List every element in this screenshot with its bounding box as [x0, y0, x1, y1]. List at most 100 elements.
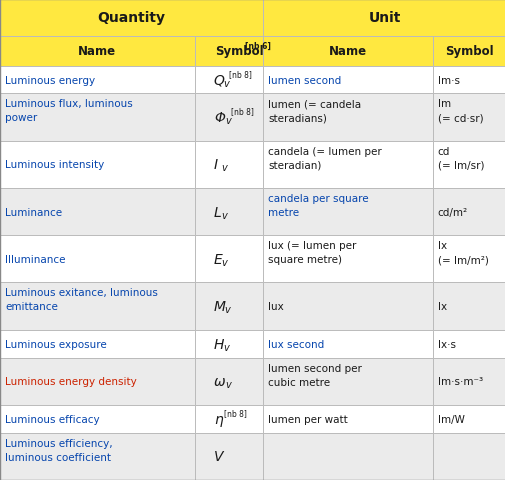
Text: H: H: [214, 337, 224, 351]
Bar: [432, 189, 505, 236]
Bar: [0, 142, 194, 189]
Text: v: v: [221, 210, 226, 220]
Text: Quantity: Quantity: [97, 11, 165, 25]
Bar: [194, 36, 263, 66]
Bar: [263, 433, 432, 480]
Bar: [263, 283, 432, 330]
Text: Unit: Unit: [368, 11, 400, 25]
Text: lm·s·m⁻³: lm·s·m⁻³: [437, 376, 482, 386]
Bar: [432, 433, 505, 480]
Text: lm: lm: [437, 99, 450, 109]
Text: η: η: [214, 412, 222, 426]
Text: lumen second: lumen second: [268, 75, 341, 85]
Text: I: I: [214, 158, 218, 172]
Bar: [263, 330, 432, 358]
Text: E: E: [214, 252, 222, 266]
Bar: [432, 236, 505, 283]
Text: Φ: Φ: [214, 111, 224, 125]
Bar: [194, 283, 263, 330]
Text: ω: ω: [214, 374, 225, 388]
Text: lumen (= candela: lumen (= candela: [268, 99, 361, 109]
Text: [nb 8]: [nb 8]: [224, 408, 246, 418]
Bar: [263, 189, 432, 236]
Bar: [0, 405, 194, 433]
Bar: [194, 66, 263, 94]
Text: lm/W: lm/W: [437, 414, 464, 424]
Text: Illuminance: Illuminance: [5, 254, 65, 264]
Text: Luminous energy density: Luminous energy density: [5, 376, 136, 386]
Text: lumen second per: lumen second per: [268, 363, 361, 373]
Text: Symbol: Symbol: [444, 45, 493, 58]
Text: lux (= lumen per: lux (= lumen per: [268, 240, 356, 251]
Text: L: L: [214, 205, 221, 219]
Text: [nb 6]: [nb 6]: [245, 42, 271, 51]
Text: metre: metre: [268, 207, 298, 217]
Bar: [432, 66, 505, 94]
Text: Luminous exposure: Luminous exposure: [5, 339, 107, 349]
Text: lux: lux: [268, 301, 283, 312]
Text: cubic metre: cubic metre: [268, 377, 330, 387]
Bar: [0, 66, 194, 94]
Text: (= cd·sr): (= cd·sr): [437, 113, 482, 123]
Text: lx·s: lx·s: [437, 339, 454, 349]
Bar: [194, 433, 263, 480]
Bar: [263, 66, 432, 94]
Bar: [0, 0, 263, 36]
Bar: [432, 358, 505, 405]
Bar: [194, 142, 263, 189]
Bar: [0, 189, 194, 236]
Bar: [432, 330, 505, 358]
Bar: [0, 358, 194, 405]
Bar: [0, 36, 194, 66]
Text: Luminous energy: Luminous energy: [5, 75, 95, 85]
Text: V: V: [214, 449, 223, 463]
Bar: [0, 330, 194, 358]
Text: steradian): steradian): [268, 160, 321, 170]
Text: Name: Name: [78, 45, 116, 58]
Text: Q: Q: [214, 73, 224, 87]
Bar: [432, 142, 505, 189]
Text: power: power: [5, 113, 37, 123]
Bar: [0, 94, 194, 142]
Text: steradians): steradians): [268, 113, 326, 123]
Text: Luminous flux, luminous: Luminous flux, luminous: [5, 99, 132, 109]
Bar: [0, 283, 194, 330]
Text: emittance: emittance: [5, 302, 58, 312]
Text: Luminous efficacy: Luminous efficacy: [5, 414, 99, 424]
Bar: [432, 283, 505, 330]
Text: cd: cd: [437, 146, 449, 156]
Bar: [263, 94, 432, 142]
Bar: [263, 405, 432, 433]
Bar: [194, 405, 263, 433]
Bar: [432, 36, 505, 66]
Text: cd/m²: cd/m²: [437, 207, 467, 217]
Bar: [0, 236, 194, 283]
Text: Symbol: Symbol: [215, 45, 264, 58]
Bar: [263, 358, 432, 405]
Bar: [194, 236, 263, 283]
Bar: [194, 94, 263, 142]
Bar: [432, 405, 505, 433]
Bar: [263, 142, 432, 189]
Bar: [0, 433, 194, 480]
Text: v: v: [221, 257, 226, 267]
Bar: [194, 189, 263, 236]
Text: (= lm/sr): (= lm/sr): [437, 160, 483, 170]
Text: Luminous intensity: Luminous intensity: [5, 160, 104, 170]
Text: square metre): square metre): [268, 255, 341, 264]
Text: candela per square: candela per square: [268, 193, 368, 204]
Text: Luminous efficiency,: Luminous efficiency,: [5, 438, 113, 448]
Bar: [432, 94, 505, 142]
Text: v: v: [223, 342, 228, 352]
Text: [nb 8]: [nb 8]: [230, 108, 254, 116]
Text: lm·s: lm·s: [437, 75, 459, 85]
Text: Name: Name: [328, 45, 366, 58]
Text: lx: lx: [437, 240, 446, 251]
Bar: [194, 330, 263, 358]
Text: lux second: lux second: [268, 339, 324, 349]
Text: v: v: [225, 116, 230, 126]
Bar: [263, 0, 505, 36]
Text: v: v: [223, 78, 228, 88]
Text: lx: lx: [437, 301, 446, 312]
Text: lumen per watt: lumen per watt: [268, 414, 347, 424]
